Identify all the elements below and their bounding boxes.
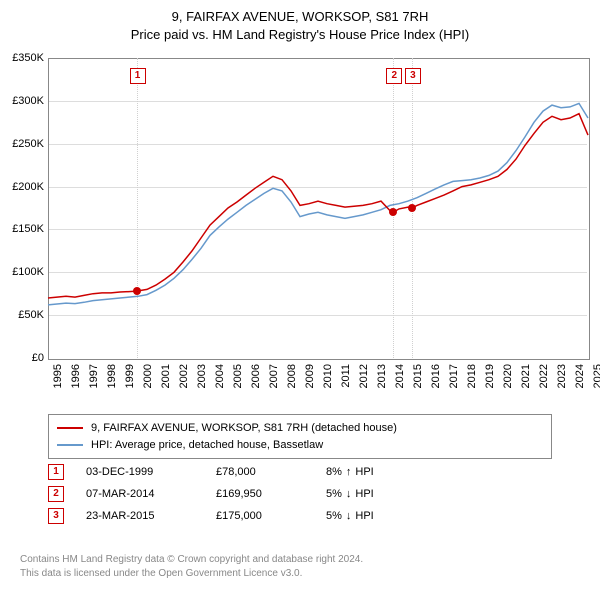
x-tick-label: 2003 (196, 364, 208, 404)
x-tick-label: 2021 (520, 364, 532, 404)
x-tick-label: 2006 (250, 364, 262, 404)
x-tick-label: 2013 (376, 364, 388, 404)
sale-price: £169,950 (216, 488, 326, 500)
sale-delta-pct: 8% (326, 466, 342, 478)
footer-line-2: This data is licensed under the Open Gov… (20, 567, 363, 581)
sale-date: 23-MAR-2015 (86, 510, 216, 522)
sales-row: 1 03-DEC-1999£78,0008% ↑HPI (48, 461, 552, 483)
legend-item-property: 9, FAIRFAX AVENUE, WORKSOP, S81 7RH (det… (57, 420, 543, 437)
sale-marker-dot (389, 208, 397, 216)
footer-line-1: Contains HM Land Registry data © Crown c… (20, 553, 363, 567)
sales-row: 2 07-MAR-2014£169,9505% ↓HPI (48, 483, 552, 505)
x-tick-label: 2024 (574, 364, 586, 404)
x-tick-label: 2015 (412, 364, 424, 404)
series-line-hpi (48, 103, 588, 305)
arrow-down-icon: ↓ (346, 488, 352, 500)
x-tick-label: 2017 (448, 364, 460, 404)
sale-price: £175,000 (216, 510, 326, 522)
sales-table: 103-DEC-1999£78,0008%↑HPI207-MAR-2014£16… (48, 461, 552, 527)
x-tick-label: 2022 (538, 364, 550, 404)
x-tick-label: 2004 (214, 364, 226, 404)
sale-delta: 5% ↓HPI (326, 510, 446, 522)
legend-label-hpi: HPI: Average price, detached house, Bass… (91, 437, 323, 454)
x-tick-label: 2009 (304, 364, 316, 404)
x-tick-label: 2011 (340, 364, 352, 404)
x-tick-label: 1995 (52, 364, 64, 404)
sale-delta-label: HPI (355, 488, 373, 500)
x-tick-label: 2012 (358, 364, 370, 404)
footer-attribution: Contains HM Land Registry data © Crown c… (20, 553, 363, 580)
x-tick-label: 1999 (124, 364, 136, 404)
legend-label-property: 9, FAIRFAX AVENUE, WORKSOP, S81 7RH (det… (91, 420, 397, 437)
title-line-2: Price paid vs. HM Land Registry's House … (0, 26, 600, 44)
x-tick-label: 2014 (394, 364, 406, 404)
sale-delta: 5% ↓HPI (326, 488, 446, 500)
x-tick-label: 2002 (178, 364, 190, 404)
legend-item-hpi: HPI: Average price, detached house, Bass… (57, 437, 543, 454)
legend-box: 9, FAIRFAX AVENUE, WORKSOP, S81 7RH (det… (48, 414, 552, 459)
x-tick-label: 2016 (430, 364, 442, 404)
series-line-property (48, 114, 588, 298)
x-tick-label: 2001 (160, 364, 172, 404)
sale-row-number: 1 (48, 464, 64, 480)
title-line-1: 9, FAIRFAX AVENUE, WORKSOP, S81 7RH (0, 8, 600, 26)
sale-row-number: 2 (48, 486, 64, 502)
x-tick-label: 2020 (502, 364, 514, 404)
sale-delta-label: HPI (355, 510, 373, 522)
x-tick-label: 1998 (106, 364, 118, 404)
x-tick-label: 2000 (142, 364, 154, 404)
sale-row-number: 3 (48, 508, 64, 524)
sale-delta-label: HPI (355, 466, 373, 478)
sales-row: 3 23-MAR-2015£175,0005% ↓HPI (48, 505, 552, 527)
x-tick-label: 2019 (484, 364, 496, 404)
arrow-down-icon: ↓ (346, 510, 352, 522)
x-tick-label: 2010 (322, 364, 334, 404)
x-tick-label: 2025 (592, 364, 600, 404)
x-tick-label: 2005 (232, 364, 244, 404)
sale-price: £78,000 (216, 466, 326, 478)
chart-svg (0, 48, 590, 360)
legend-swatch-property (57, 427, 83, 429)
x-tick-label: 2008 (286, 364, 298, 404)
x-tick-label: 1996 (70, 364, 82, 404)
sale-delta-pct: 5% (326, 488, 342, 500)
x-tick-label: 2018 (466, 364, 478, 404)
sale-marker-dot (133, 287, 141, 295)
page-root: 9, FAIRFAX AVENUE, WORKSOP, S81 7RH Pric… (0, 0, 600, 590)
x-tick-label: 2007 (268, 364, 280, 404)
x-tick-label: 1997 (88, 364, 100, 404)
sale-delta-pct: 5% (326, 510, 342, 522)
chart-title-block: 9, FAIRFAX AVENUE, WORKSOP, S81 7RH Pric… (0, 0, 600, 44)
sale-date: 03-DEC-1999 (86, 466, 216, 478)
sale-delta: 8% ↑HPI (326, 466, 446, 478)
x-tick-label: 2023 (556, 364, 568, 404)
sale-date: 07-MAR-2014 (86, 488, 216, 500)
sale-marker-dot (408, 204, 416, 212)
arrow-up-icon: ↑ (346, 466, 352, 478)
legend-swatch-hpi (57, 444, 83, 446)
chart-area: £0£50K£100K£150K£200K£250K£300K£350K1995… (0, 48, 600, 408)
